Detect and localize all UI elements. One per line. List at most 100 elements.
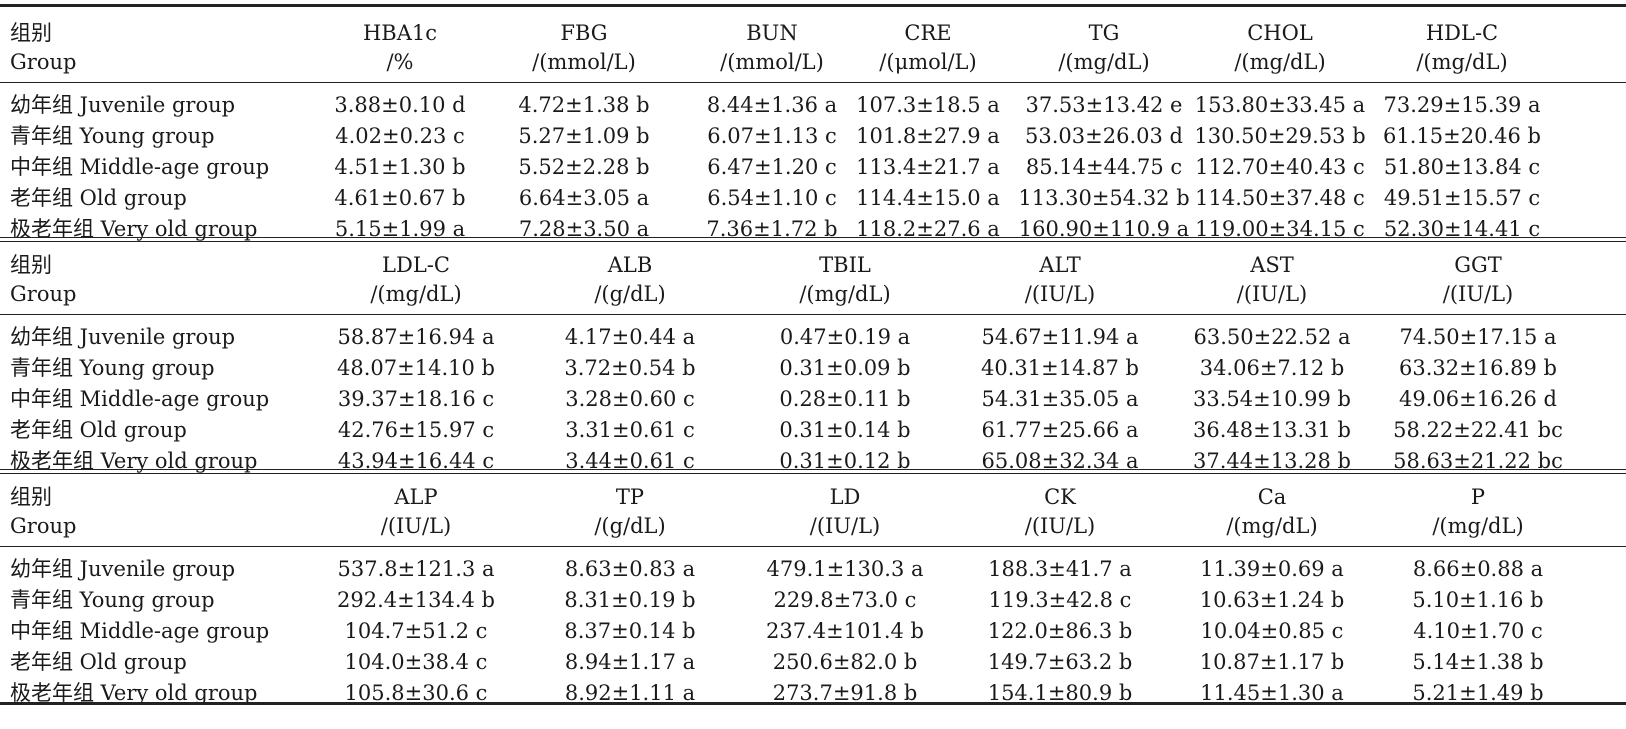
column-header-name: HBA1c — [362, 21, 438, 45]
column-header-unit: /(mg/dL) — [370, 282, 462, 306]
table-cell: 8.44±1.36 a — [706, 93, 838, 117]
row-group-label: 极老年组 Very old group — [10, 217, 258, 241]
row-group-label: 老年组 Old group — [10, 418, 187, 442]
table-cell: 7.28±3.50 a — [518, 217, 650, 241]
column-header-name: TBIL — [819, 253, 871, 277]
header-rule — [0, 314, 1626, 315]
table-cell: 8.94±1.17 a — [564, 650, 696, 674]
table-cell: 52.30±14.41 c — [1383, 217, 1541, 241]
table-cell: 33.54±10.99 b — [1193, 387, 1351, 411]
column-header-unit: /(mg/dL) — [1416, 50, 1508, 74]
table-cell: 39.37±18.16 c — [337, 387, 495, 411]
column-header-unit: /(mmol/L) — [720, 50, 824, 74]
table-cell: 3.88±0.10 d — [334, 93, 466, 117]
row-group-label: 青年组 Young group — [10, 588, 215, 612]
column-header-unit: /% — [386, 50, 414, 74]
header-rule — [0, 82, 1626, 83]
table-cell: 34.06±7.12 b — [1199, 356, 1345, 380]
group-header-en: Group — [10, 514, 77, 538]
table-cell: 4.10±1.70 c — [1413, 619, 1543, 643]
table-cell: 292.4±134.4 b — [337, 588, 495, 612]
table-cell: 10.87±1.17 b — [1199, 650, 1345, 674]
table-cell: 4.61±0.67 b — [334, 186, 466, 210]
row-group-label: 老年组 Old group — [10, 650, 187, 674]
table-cell: 105.8±30.6 c — [344, 681, 488, 705]
table-cell: 104.7±51.2 c — [344, 619, 488, 643]
table-cell: 65.08±32.34 a — [981, 449, 1139, 473]
table-cell: 58.63±21.22 bc — [1393, 449, 1563, 473]
table-cell: 5.52±2.28 b — [518, 155, 650, 179]
group-header-en: Group — [10, 282, 77, 306]
row-group-label: 老年组 Old group — [10, 186, 187, 210]
column-header-unit: /(mmol/L) — [532, 50, 636, 74]
table-cell: 36.48±13.31 b — [1193, 418, 1351, 442]
table-cell: 0.28±0.11 b — [779, 387, 911, 411]
table-cell: 11.45±1.30 a — [1200, 681, 1344, 705]
column-header-unit: /(IU/L) — [1236, 282, 1308, 306]
column-header-name: CRE — [904, 21, 952, 45]
table-cell: 0.31±0.12 b — [779, 449, 911, 473]
column-header-unit: /(mg/dL) — [1432, 514, 1524, 538]
table-cell: 6.54±1.10 c — [707, 186, 837, 210]
table-bottom-rule — [0, 702, 1626, 705]
table-cell: 3.31±0.61 c — [565, 418, 695, 442]
table-cell: 40.31±14.87 b — [981, 356, 1139, 380]
column-header-name: GGT — [1454, 253, 1502, 277]
column-header-unit: /(mg/dL) — [1234, 50, 1326, 74]
table-cell: 58.22±22.41 bc — [1393, 418, 1563, 442]
column-header-name: BUN — [746, 21, 798, 45]
column-header-unit: /(g/dL) — [594, 282, 666, 306]
table-cell: 48.07±14.10 b — [337, 356, 495, 380]
table-cell: 8.66±0.88 a — [1412, 557, 1544, 581]
row-group-label: 幼年组 Juvenile group — [10, 325, 236, 349]
table-cell: 479.1±130.3 a — [766, 557, 924, 581]
column-header-name: LD — [829, 485, 861, 509]
table-cell: 160.90±110.9 a — [1018, 217, 1190, 241]
column-header-name: P — [1470, 485, 1486, 509]
table-cell: 6.07±1.13 c — [707, 124, 837, 148]
table-cell: 3.28±0.60 c — [565, 387, 695, 411]
table-cell: 43.94±16.44 c — [337, 449, 495, 473]
group-header-cn: 组别 — [10, 21, 52, 45]
column-header-name: AST — [1250, 253, 1294, 277]
table-cell: 63.50±22.52 a — [1193, 325, 1351, 349]
column-header-name: LDL-C — [382, 253, 450, 277]
table-cell: 8.31±0.19 b — [564, 588, 696, 612]
table-cell: 4.02±0.23 c — [335, 124, 465, 148]
table-cell: 153.80±33.45 a — [1194, 93, 1366, 117]
group-header-en: Group — [10, 50, 77, 74]
block-separator-rule — [0, 241, 1626, 242]
table-cell: 49.51±15.57 c — [1383, 186, 1541, 210]
column-header-unit: /(IU/L) — [380, 514, 452, 538]
table-cell: 154.1±80.9 b — [987, 681, 1133, 705]
column-header-name: CK — [1044, 485, 1076, 509]
table-cell: 6.64±3.05 a — [518, 186, 650, 210]
table-cell: 8.37±0.14 b — [564, 619, 696, 643]
table-cell: 54.67±11.94 a — [981, 325, 1139, 349]
table-cell: 10.63±1.24 b — [1199, 588, 1345, 612]
table-cell: 61.15±20.46 b — [1383, 124, 1541, 148]
table-cell: 49.06±16.26 d — [1399, 387, 1557, 411]
table-cell: 122.0±86.3 b — [987, 619, 1133, 643]
column-header-name: TG — [1088, 21, 1120, 45]
column-header-name: FBG — [560, 21, 608, 45]
table-cell: 0.31±0.14 b — [779, 418, 911, 442]
table-cell: 130.50±29.53 b — [1194, 124, 1366, 148]
row-group-label: 极老年组 Very old group — [10, 681, 258, 705]
table-cell: 5.27±1.09 b — [518, 124, 650, 148]
column-header-unit: /(IU/L) — [1442, 282, 1514, 306]
table-cell: 112.70±40.43 c — [1195, 155, 1365, 179]
row-group-label: 青年组 Young group — [10, 356, 215, 380]
table-cell: 8.92±1.11 a — [564, 681, 696, 705]
row-group-label: 青年组 Young group — [10, 124, 215, 148]
column-header-unit: /(mg/dL) — [799, 282, 891, 306]
table-cell: 42.76±15.97 c — [337, 418, 495, 442]
table-cell: 188.3±41.7 a — [988, 557, 1132, 581]
row-group-label: 幼年组 Juvenile group — [10, 557, 236, 581]
column-header-unit: /(mg/dL) — [1226, 514, 1318, 538]
column-header-unit: /(IU/L) — [1024, 282, 1096, 306]
table-cell: 73.29±15.39 a — [1383, 93, 1541, 117]
table-cell: 119.3±42.8 c — [988, 588, 1132, 612]
table-cell: 104.0±38.4 c — [344, 650, 488, 674]
table-cell: 149.7±63.2 b — [987, 650, 1133, 674]
